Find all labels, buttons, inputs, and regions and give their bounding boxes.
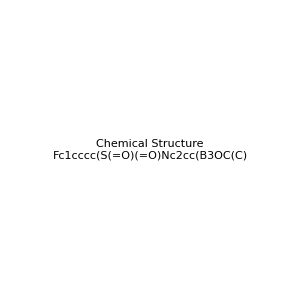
Text: Chemical Structure
Fc1cccc(S(=O)(=O)Nc2cc(B3OC(C): Chemical Structure Fc1cccc(S(=O)(=O)Nc2c… — [52, 139, 247, 161]
